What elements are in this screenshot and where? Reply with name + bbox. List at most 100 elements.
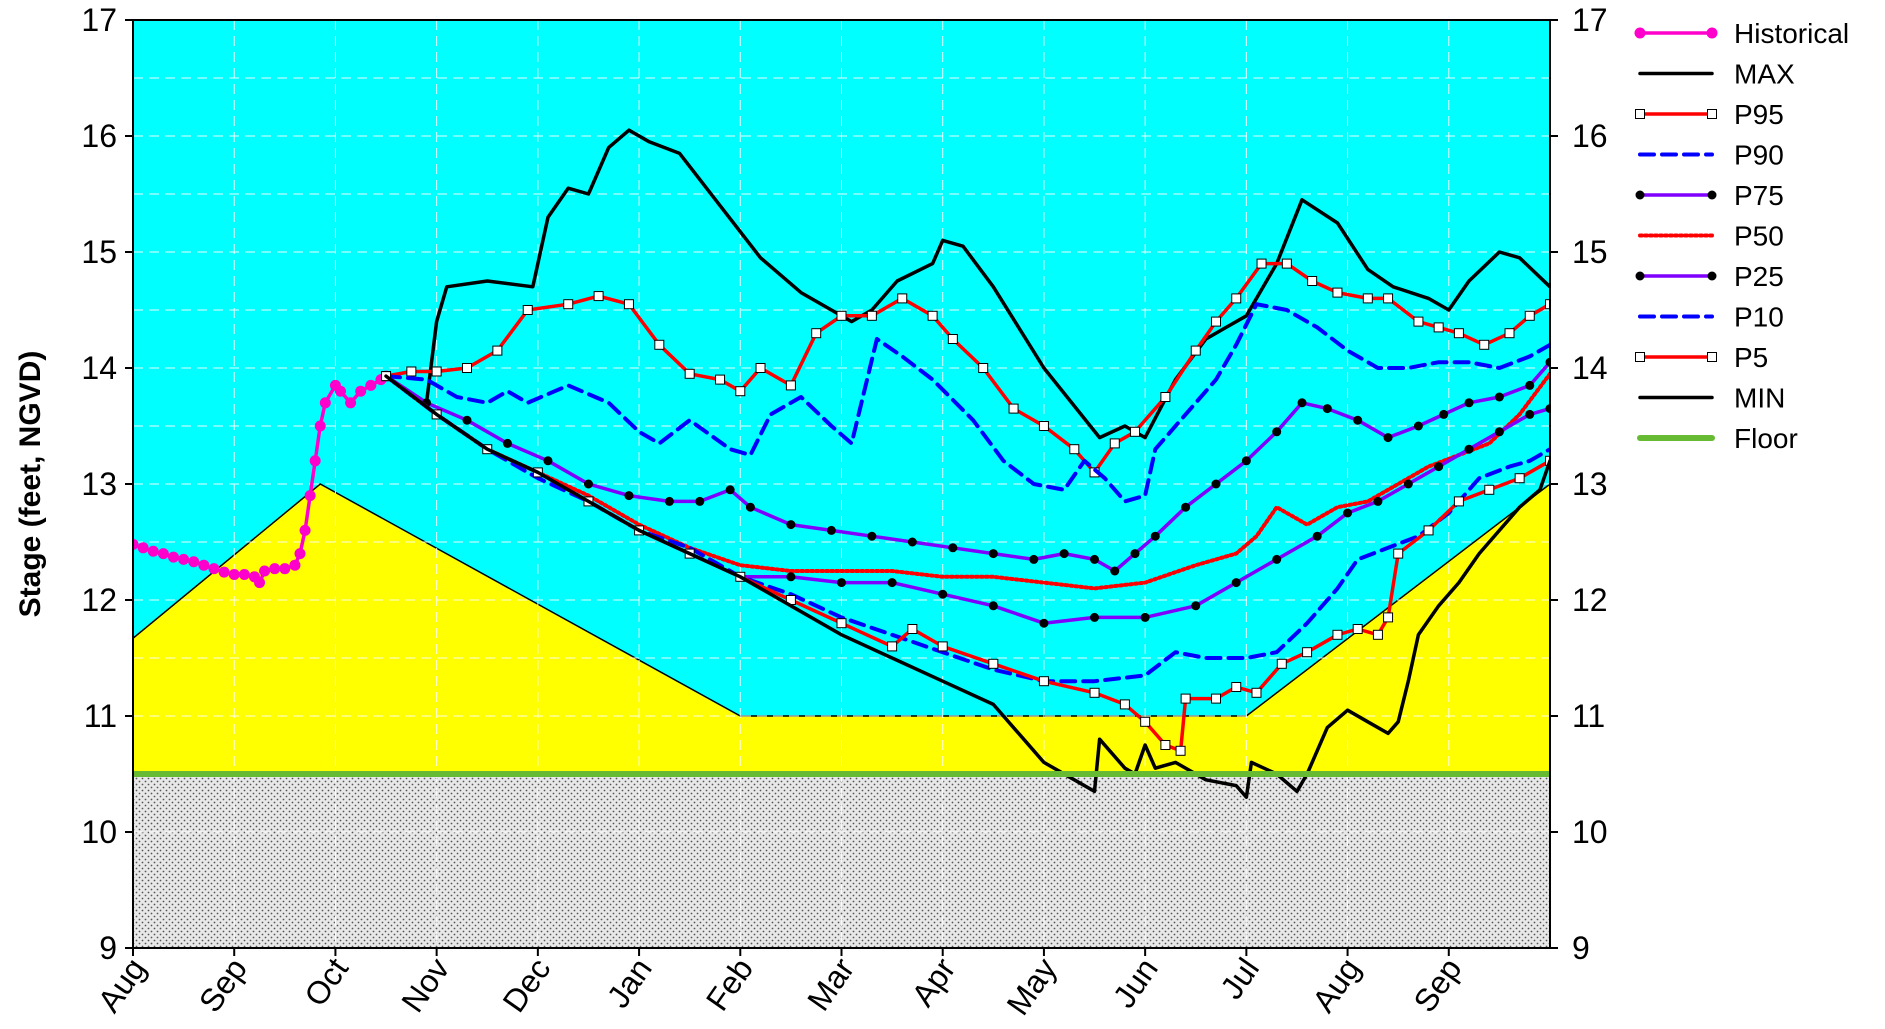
- series-historical-point: [334, 385, 346, 397]
- series-min: [384, 374, 1550, 799]
- series-p5-point: [1038, 676, 1049, 687]
- x-tick-label: Feb: [699, 951, 760, 1017]
- series-p75-point: [745, 502, 755, 512]
- series-p95-point: [1008, 403, 1019, 414]
- y-tick-label: 14: [1572, 350, 1608, 386]
- x-tick-label: Sep: [192, 951, 254, 1018]
- legend-label: P50: [1734, 221, 1784, 252]
- series-p5-point: [907, 624, 918, 634]
- series-historical-point: [289, 559, 301, 571]
- series-p5-point: [1140, 716, 1151, 727]
- series-p95-point: [1524, 310, 1535, 321]
- series-p25-point: [1464, 444, 1474, 454]
- series-p75-point: [1353, 415, 1363, 425]
- series-p75-point: [462, 415, 472, 425]
- y-tick-label: 11: [84, 698, 117, 734]
- series-historical-point: [314, 420, 326, 432]
- series-p95-point: [406, 366, 417, 377]
- legend-swatch-marker: [1634, 27, 1646, 39]
- series-p5-point: [1372, 629, 1383, 640]
- legend-label: Historical: [1734, 18, 1849, 49]
- series-p25-point: [1373, 496, 1383, 506]
- series-min-line: [384, 374, 1550, 799]
- series-p25-point: [1545, 404, 1550, 414]
- legend-item-floor: Floor: [1637, 423, 1798, 454]
- series-p95-point: [1453, 328, 1464, 339]
- series-p25-point: [1090, 612, 1100, 622]
- legend-label: P25: [1734, 261, 1784, 292]
- series-p5-point: [1383, 612, 1394, 623]
- series-historical-point: [133, 538, 139, 550]
- series-p75-point: [948, 543, 958, 553]
- series-historical-point: [319, 397, 331, 409]
- series-p75-point: [1545, 357, 1550, 367]
- x-axis: Aug Sep Oct Nov Dec Jan Feb Mar Apr May Jun Jul Aug S…: [91, 948, 1469, 1022]
- series-p95-point: [462, 363, 473, 373]
- legend-swatch-marker: [1707, 109, 1717, 119]
- legend-swatch-marker: [1635, 109, 1645, 119]
- series-p25-point: [1403, 479, 1413, 489]
- series-p5-point: [1089, 687, 1100, 698]
- series-p5-point: [1484, 484, 1495, 495]
- series-p95-point: [1256, 258, 1267, 269]
- series-p95-point: [811, 328, 822, 339]
- series-historical-point: [269, 563, 281, 575]
- y-tick-label: 13: [81, 466, 117, 502]
- series-historical-point: [178, 553, 190, 565]
- series-historical-point: [228, 568, 240, 580]
- legend-item-historical: Historical: [1634, 18, 1849, 49]
- series-p75-point: [1413, 421, 1423, 431]
- series-p95-point: [1545, 299, 1550, 310]
- series-p75-point: [1322, 404, 1332, 414]
- x-tick-label: Jun: [1106, 951, 1165, 1014]
- series-p75-point: [543, 456, 553, 466]
- series-p95-point: [654, 339, 665, 350]
- series-historical-point: [294, 548, 306, 560]
- series-p90-line: [384, 302, 1550, 504]
- legend-swatch-marker: [1707, 271, 1717, 281]
- series-p5-point: [1276, 658, 1287, 669]
- series-p95-point: [492, 345, 503, 356]
- series-p75-point: [664, 496, 674, 506]
- series-p75-point: [1241, 456, 1251, 466]
- gridlines: [133, 20, 1550, 948]
- legend-label: P75: [1734, 180, 1784, 211]
- series-historical-point: [188, 556, 200, 568]
- series-max-line: [384, 128, 1550, 440]
- y-axis-right: 9 10 11 12 13 14 15 16 17: [1550, 2, 1608, 966]
- legend-item-p90: P90: [1638, 140, 1784, 171]
- series-p75-point: [1181, 502, 1191, 512]
- series-p75-point: [1059, 549, 1069, 559]
- y-tick-label: 9: [99, 930, 117, 966]
- series-p25-point: [938, 589, 948, 599]
- series-p25-point: [837, 578, 846, 588]
- series-p95-point: [1281, 258, 1292, 269]
- series-historical-point: [147, 545, 159, 557]
- series-p95-point: [522, 305, 533, 315]
- series-p95-point: [1383, 293, 1394, 304]
- series-p25-point: [1312, 531, 1322, 541]
- legend-label: P95: [1734, 99, 1784, 130]
- series-p95-point: [593, 291, 604, 302]
- legend-swatch-marker: [1706, 27, 1718, 39]
- legend-item-p10: P10: [1638, 302, 1784, 333]
- series-p75-point: [907, 537, 917, 547]
- series-p95-point: [1307, 276, 1318, 286]
- series-p95-point: [1210, 316, 1221, 327]
- series-historical-point: [309, 455, 321, 467]
- series-max: [384, 128, 1550, 440]
- series-p25-point: [1191, 601, 1201, 611]
- series-p95-point: [927, 310, 938, 321]
- series-p5-point: [887, 641, 898, 652]
- y-tick-label: 12: [1572, 582, 1608, 618]
- y-tick-label: 17: [81, 2, 117, 38]
- series-historical-point: [259, 565, 271, 577]
- series-p75-point: [1439, 409, 1449, 419]
- series-p75: [381, 357, 1550, 576]
- x-tick-label: Jan: [600, 951, 659, 1014]
- series-p75-point: [867, 531, 877, 541]
- series-p25-point: [786, 572, 796, 582]
- series-p95-point: [978, 363, 989, 373]
- series-p5-point: [1175, 745, 1186, 756]
- series-p95-point: [715, 374, 726, 385]
